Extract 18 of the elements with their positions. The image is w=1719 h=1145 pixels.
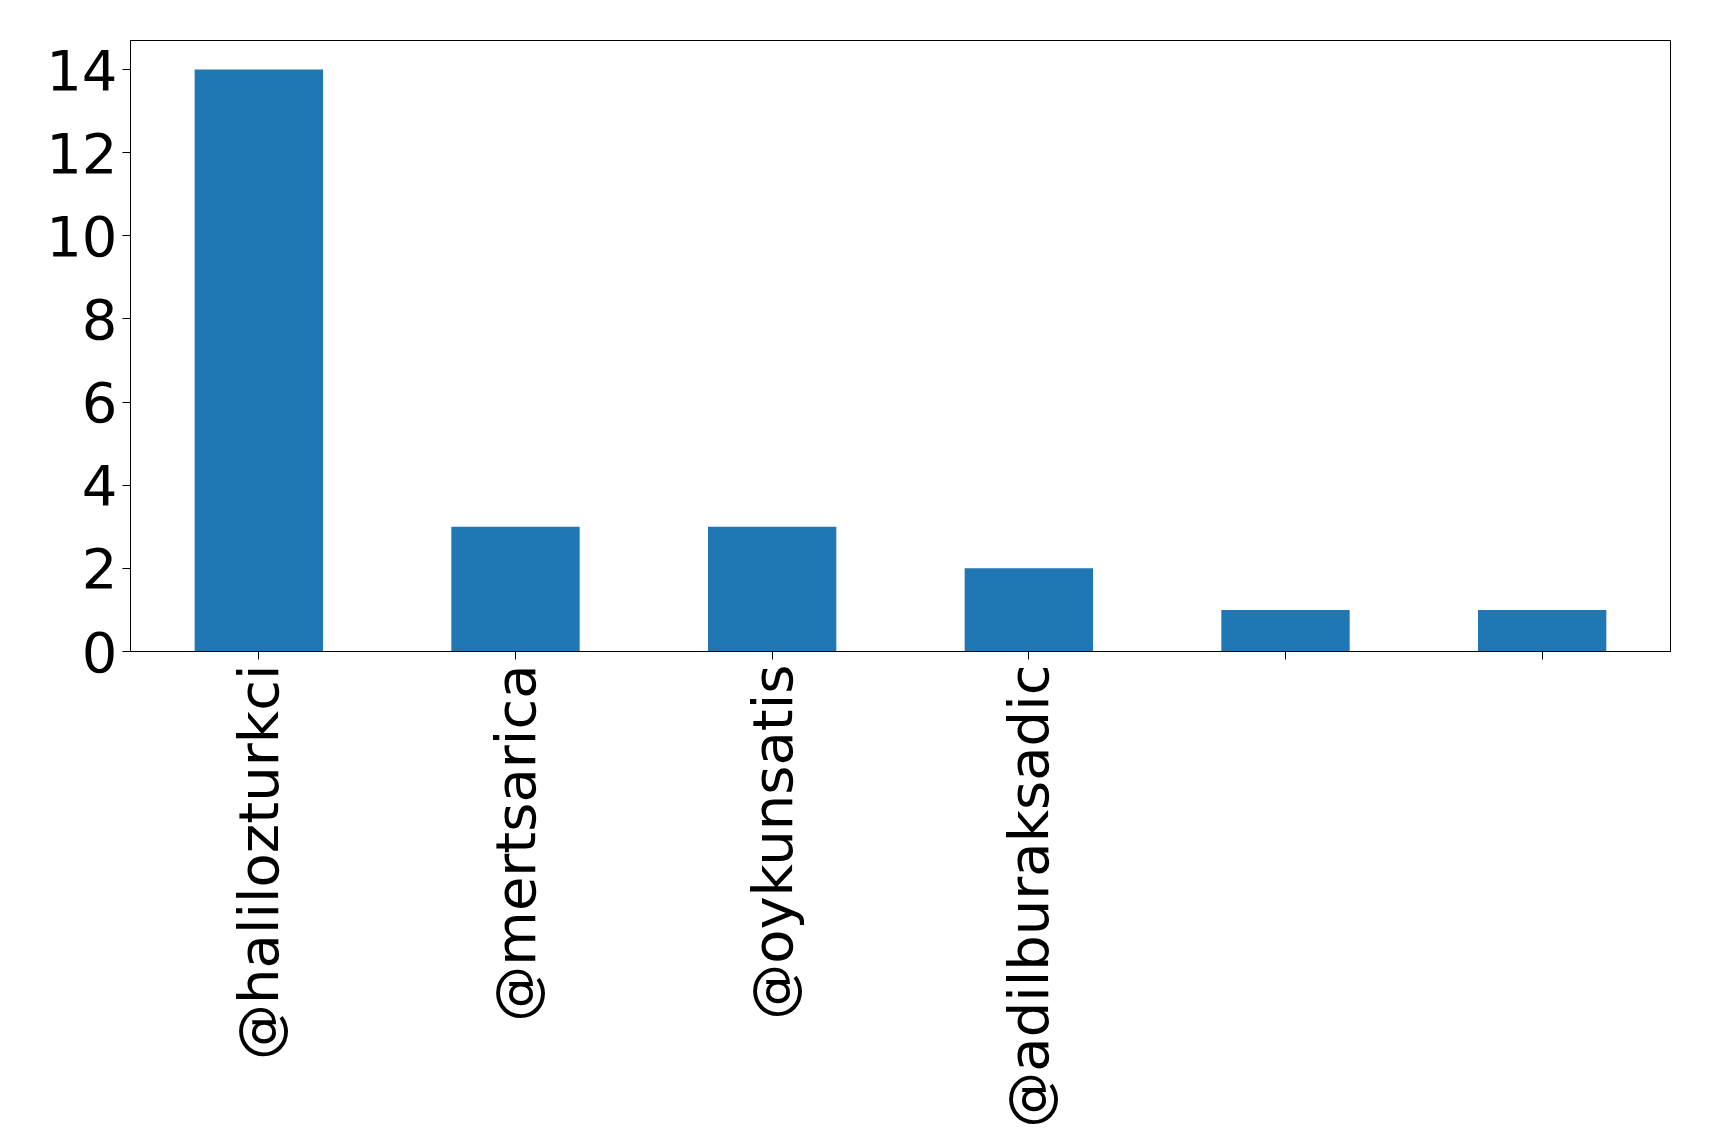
bar bbox=[1478, 609, 1607, 652]
bar bbox=[194, 69, 323, 652]
y-tick-label: 8 bbox=[81, 286, 118, 352]
y-tick-label: 2 bbox=[81, 536, 118, 602]
y-tick-label: 14 bbox=[46, 37, 118, 103]
bar bbox=[1221, 609, 1350, 652]
y-tick-label: 12 bbox=[46, 120, 118, 186]
x-tick-label: @oykunsatis bbox=[739, 664, 805, 1020]
y-tick-label: 0 bbox=[81, 619, 118, 685]
y-tick-label: 4 bbox=[81, 453, 118, 519]
x-tick-label: @adilburaksadic bbox=[996, 664, 1062, 1128]
x-tick-label: @halilozturkci bbox=[226, 664, 292, 1060]
y-tick-label: 6 bbox=[81, 370, 118, 436]
x-tick-label: @mertsarica bbox=[483, 664, 548, 1022]
y-tick-label: 10 bbox=[46, 203, 118, 269]
bar bbox=[964, 568, 1093, 652]
bar bbox=[708, 526, 837, 652]
bar bbox=[451, 526, 580, 652]
